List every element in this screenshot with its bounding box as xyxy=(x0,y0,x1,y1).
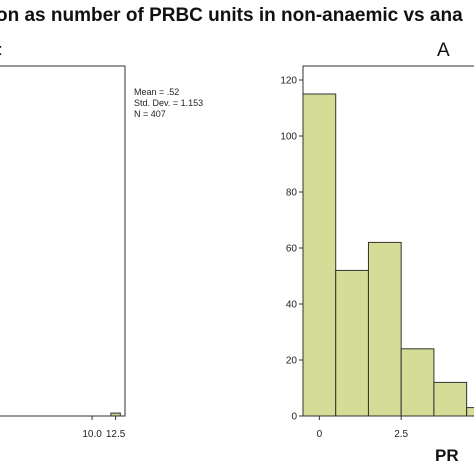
left-panel-label: : xyxy=(0,40,3,60)
right-y-tick-label-0: 0 xyxy=(291,412,297,423)
right-x-tick-label-1: 2.5 xyxy=(394,429,408,440)
left-x-tick-label-0: 10.0 xyxy=(82,429,102,440)
right-x-tick-label-0: 0 xyxy=(317,429,323,440)
figure-title: on as number of PRBC units in non-anaemi… xyxy=(0,5,463,26)
left-bar-0 xyxy=(110,412,121,417)
right-bar-3 xyxy=(400,348,435,417)
right-panel-label: A xyxy=(437,40,450,61)
left-stats-box: Mean = .52 Std. Dev. = 1.153 N = 407 xyxy=(134,87,203,119)
right-bar-0 xyxy=(302,93,337,417)
right-y-tick-label-5: 100 xyxy=(280,132,297,143)
right-y-tick-label-6: 120 xyxy=(280,76,297,87)
right-bar-4 xyxy=(433,381,468,417)
right-y-tick-label-2: 40 xyxy=(286,300,298,311)
right-x-axis-label: PR xyxy=(435,446,459,465)
stat-mean: Mean = .52 xyxy=(134,87,179,97)
left-plot-frame xyxy=(0,65,126,417)
right-y-tick-label-4: 80 xyxy=(286,188,298,199)
stat-std-dev: Std. Dev. = 1.153 xyxy=(134,98,203,108)
left-x-tick-label-1: 12.5 xyxy=(106,429,126,440)
right-bar-1 xyxy=(335,269,369,417)
right-y-tick-label-1: 20 xyxy=(286,356,298,367)
right-bar-2 xyxy=(367,241,402,417)
right-bar-5 xyxy=(466,407,474,417)
left-chart-marks: 10.0 12.5 xyxy=(82,412,126,440)
stat-n: N = 407 xyxy=(134,109,166,119)
right-y-tick-label-3: 60 xyxy=(286,244,298,255)
